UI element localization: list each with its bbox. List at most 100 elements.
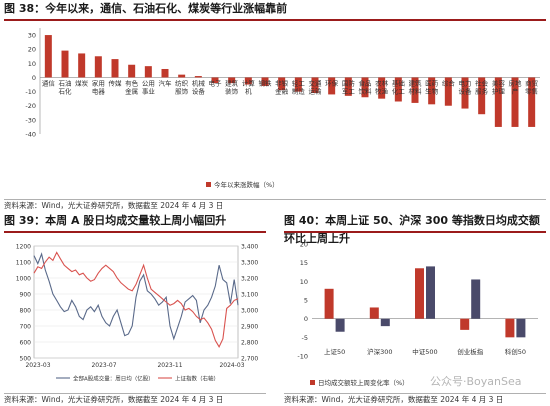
category-label: 电子 [209, 78, 223, 87]
y-tick-label: -5 [302, 334, 308, 342]
category-label: 房地产 [509, 78, 523, 95]
bar [144, 66, 152, 78]
category-label: 石油石化 [59, 78, 73, 95]
bar [411, 77, 419, 103]
watermark-text: 公众号·BoyanSea [430, 375, 522, 388]
bar-series-2 [380, 318, 390, 327]
y-right-tick-label: 2,800 [241, 340, 258, 347]
y-right-tick-label: 3,400 [241, 244, 258, 251]
x-tick-label: 2023-11 [157, 362, 182, 369]
category-label: 建筑材料 [409, 78, 423, 95]
category-label: 煤炭 [75, 78, 89, 87]
y-tick-label: -30 [25, 116, 36, 124]
bar [328, 77, 336, 95]
y-left-tick-label: 1000 [16, 276, 31, 283]
bar [394, 77, 402, 102]
category-label: 综合 [442, 78, 456, 87]
fig39-volume-index-chart: 500 600 700 800 900 1000 1100 1200 2,700 2,800 2,9… [16, 244, 259, 383]
bar-series-1 [324, 288, 334, 319]
bar [94, 56, 102, 78]
category-label: 商贸零售 [525, 78, 539, 95]
bar [294, 77, 302, 92]
y-tick-label: 10 [300, 278, 308, 286]
y-tick-label: -20 [25, 102, 36, 110]
y-tick-label: 10 [28, 60, 36, 68]
bar [511, 77, 519, 127]
category-label: 创业板指 [457, 347, 484, 356]
y-tick-label: -40 [25, 131, 36, 139]
fig38-title-rule [4, 19, 546, 21]
bar [61, 50, 69, 78]
category-label: 社会服务 [475, 78, 489, 95]
category-label: 科创50 [505, 347, 526, 356]
y-left-tick-label: 900 [20, 292, 32, 299]
legend-swatch [310, 380, 315, 385]
bar [311, 77, 319, 94]
fig40-title: 图 40：本周上证 50、沪深 300 等指数日均成交额环比上周上升 [284, 214, 540, 245]
category-label: 电力设备 [459, 78, 473, 95]
category-label: 国防军工 [342, 78, 356, 95]
y-tick-label: 5 [304, 297, 308, 305]
category-label: 医药生物 [425, 78, 439, 95]
bar [378, 77, 386, 99]
category-label: 食品饮料 [359, 78, 373, 95]
bar-series-1 [505, 318, 515, 338]
fig39-source-rule [4, 393, 266, 394]
y-left-tick-label: 600 [20, 340, 32, 347]
bar [44, 35, 52, 78]
y-left-tick-label: 1100 [16, 260, 31, 267]
plot-frame [33, 245, 239, 359]
legend-label: 今年以来涨跌幅（%） [214, 180, 279, 189]
bar-series-1 [369, 307, 379, 319]
y-tick-label: 15 [300, 259, 308, 267]
bar [111, 59, 119, 78]
category-label: 机械设备 [192, 78, 206, 95]
bar [478, 77, 486, 115]
y-right-tick-label: 3,000 [241, 308, 258, 315]
fig40-turnover-change-chart: -10 -5 0 5 10 15 20 上证50 沪深300 中证500 创业板指 科创50 日均成交额… [297, 241, 538, 387]
category-label: 非银金融 [275, 78, 289, 95]
legend-label-volume: 全部A股成交量：周日均（亿股） [73, 375, 154, 383]
category-label: 汽车 [159, 78, 173, 87]
y-tick-label: -10 [297, 353, 308, 361]
legend-swatch [206, 182, 211, 187]
bar [494, 77, 502, 127]
category-label: 传媒 [109, 78, 123, 87]
y-tick-label: 30 [28, 32, 36, 40]
bar [278, 77, 286, 91]
fig40-title-rule [284, 231, 546, 233]
category-label: 基础化工 [392, 78, 406, 95]
y-right-tick-label: 3,100 [241, 292, 258, 299]
series-line-volume [33, 252, 239, 341]
fig40-source: 资料来源：Wind，光大证券研究所，数据截至 2024 年 4 月 3 日 [284, 395, 504, 404]
bar [528, 77, 536, 127]
bar [161, 68, 169, 78]
bar [444, 77, 452, 106]
bar [461, 77, 469, 109]
y-right-tick-label: 2,900 [241, 324, 258, 331]
fig40-source-rule [284, 393, 546, 394]
fig38-title: 图 38：今年以来，通信、石油石化、煤炭等行业涨幅靠前 [4, 2, 288, 15]
bar [344, 77, 352, 96]
category-label: 通信 [42, 78, 56, 87]
category-label: 家用电器 [92, 78, 106, 95]
y-tick-label: 0 [304, 315, 308, 323]
category-label: 建筑装饰 [225, 78, 239, 95]
bar [178, 74, 186, 78]
fig39-source: 资料来源：Wind，光大证券研究所，数据截至 2024 年 4 月 3 日 [4, 395, 224, 404]
y-left-tick-label: 700 [20, 324, 32, 331]
y-tick-label: 20 [300, 241, 308, 249]
category-label: 美容护理 [492, 78, 506, 95]
x-tick-label: 2023-03 [25, 362, 50, 369]
category-label: 有色金属 [125, 78, 139, 95]
bar [244, 77, 252, 85]
category-label: 农林牧渔 [375, 78, 389, 95]
legend-label: 日均成交额较上周变化率（%） [318, 378, 409, 387]
category-label: 交通运输 [309, 78, 323, 95]
bar-series-1 [460, 318, 470, 330]
y-tick-label: 20 [28, 46, 36, 54]
fig39-title: 图 39：本周 A 股日均成交量较上周小幅回升 [4, 214, 227, 227]
category-label: 计算机 [242, 78, 256, 95]
bar-series-2 [335, 318, 345, 332]
bar [211, 77, 219, 84]
